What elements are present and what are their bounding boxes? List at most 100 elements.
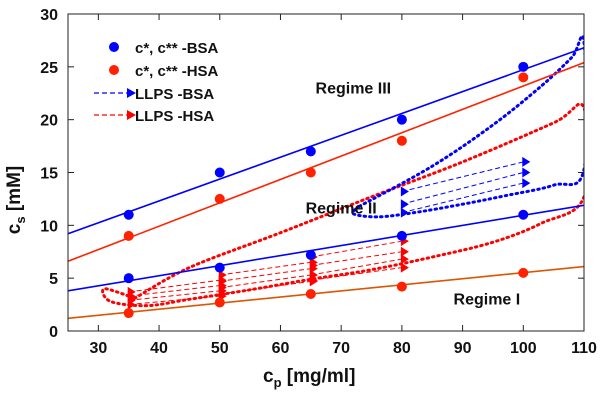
y-tick-label: 25 [40,60,58,77]
llps-marker-start-s3-1 [400,186,409,197]
llps-arrow-line-s4-8 [219,280,311,295]
llps-marker-end-s3-2 [522,167,531,178]
fit-line-2 [68,61,584,263]
legend-marker-hsa-points [109,65,119,75]
llps-arrow-line-s4-6 [219,268,311,282]
llps-marker-start-s3-3 [400,207,409,218]
llps-marker-start-s4-10 [309,260,318,271]
legend-arrowhead-hsa-llps [127,110,136,120]
data-point-s1-4 [396,114,407,125]
x-tick-label: 90 [454,340,472,357]
llps-marker-end-s3-3 [522,178,531,189]
y-tick-label: 0 [49,324,58,341]
x-tick-label: 30 [89,340,107,357]
llps-arrow-line-s4-1 [128,279,220,293]
x-axis-label-unit: [mg/ml] [282,366,356,387]
x-axis-label-main: c [263,366,274,387]
llps-marker-end-s4-12 [400,262,409,273]
x-tick-label: 100 [510,340,537,357]
fit-line-1 [68,47,584,235]
data-point-s1-9 [396,230,407,241]
y-axis-label: cs [mM] [4,166,28,234]
phase-boundaries [101,34,584,308]
llps-arrow-line-s3-3 [401,182,524,214]
data-point-s1-7 [214,262,225,273]
llps-arrow-line-s4-12 [310,267,402,281]
llps-arrow-line-s3-2 [401,172,524,205]
fit-lines [68,47,584,320]
llps-arrow-line-s4-4 [128,295,220,306]
x-tick-label: 40 [150,340,168,357]
data-point-s2-9 [396,281,407,292]
y-tick-label: 30 [40,7,58,24]
legend-label-hsa-llps: LLPS -HSA [135,108,214,125]
y-axis-label-main: c [4,223,25,234]
data-point-s2-8 [305,289,316,300]
data-point-s2-7 [214,297,225,308]
phase-boundary-1 [101,102,584,308]
llps-marker-start-s4-12 [309,275,318,286]
llps-arrow-line-s4-7 [219,274,311,289]
legend-label-bsa-points: c*, c** -BSA [135,40,219,57]
llps-marker-end-s3-1 [522,156,531,167]
y-tick-label: 5 [49,271,58,288]
y-tick-label: 15 [40,166,58,183]
llps-marker-end-s4-11 [400,254,409,265]
data-point-s1-8 [305,249,316,260]
axis-ticks: 30 40 50 60 70 80 90 100 110 0 5 10 15 20 25 30 [40,7,597,357]
llps-marker-start-s4-4 [127,299,136,310]
llps-marker-end-s4-10 [400,246,409,257]
fit-line-3 [68,204,584,292]
y-tick-label: 20 [40,113,58,130]
llps-arrow-line-s4-2 [128,285,220,297]
regime-label-2: Regime II [306,201,377,218]
regime-labels: Regime III Regime II Regime I [306,80,521,308]
phase-boundary-2 [351,34,584,219]
svg-text:cp [mg/ml]: cp [mg/ml] [263,366,355,390]
llps-marker-start-s3-2 [400,199,409,210]
llps-arrow-line-s4-10 [310,251,402,266]
data-point-s1-1 [123,209,134,220]
data-point-s2-2 [214,193,225,204]
fit-line-4 [68,265,584,320]
x-axis-label: cp [mg/ml] [263,366,355,390]
data-points [123,61,529,319]
llps-arrow-line-s4-3 [128,290,220,301]
legend: c*, c** -BSA c*, c** -HSA LLPS -BSA LLPS… [94,40,219,125]
data-point-s2-3 [305,167,316,178]
data-point-s2-6 [123,308,134,319]
regime-label-3: Regime I [454,292,521,309]
regime-label-1: Regime III [316,80,392,97]
data-point-s1-5 [518,61,529,72]
data-point-s1-3 [305,146,316,157]
data-point-s2-10 [518,267,529,278]
data-point-s2-1 [123,230,134,241]
x-tick-label: 70 [332,340,350,357]
llps-arrows [127,156,531,310]
x-tick-label: 50 [211,340,229,357]
y-tick-label: 10 [40,218,58,235]
x-tick-label: 60 [272,340,290,357]
x-axis-label-sub: p [274,375,282,390]
llps-marker-start-s4-8 [218,289,227,300]
legend-label-hsa-points: c*, c** -HSA [135,63,219,80]
y-axis-label-unit: [mM] [4,166,25,217]
legend-arrowhead-bsa-llps [127,88,136,98]
data-point-s1-2 [214,167,225,178]
y-axis-label-sub: s [13,216,28,223]
data-point-s1-6 [123,273,134,284]
x-tick-label: 80 [393,340,411,357]
data-point-s2-4 [396,135,407,146]
legend-label-bsa-llps: LLPS -BSA [135,86,214,103]
llps-marker-start-s4-7 [218,282,227,293]
llps-arrow-line-s3-1 [401,161,524,193]
x-tick-label: 110 [571,340,597,357]
legend-marker-bsa-points [109,42,119,52]
llps-marker-start-s4-6 [218,276,227,287]
plot-frame [67,13,585,332]
data-point-s2-5 [518,72,529,83]
llps-arrow-line-s4-5 [219,261,311,276]
plot-border [67,13,585,332]
svg-text:cs [mM]: cs [mM] [4,166,28,234]
